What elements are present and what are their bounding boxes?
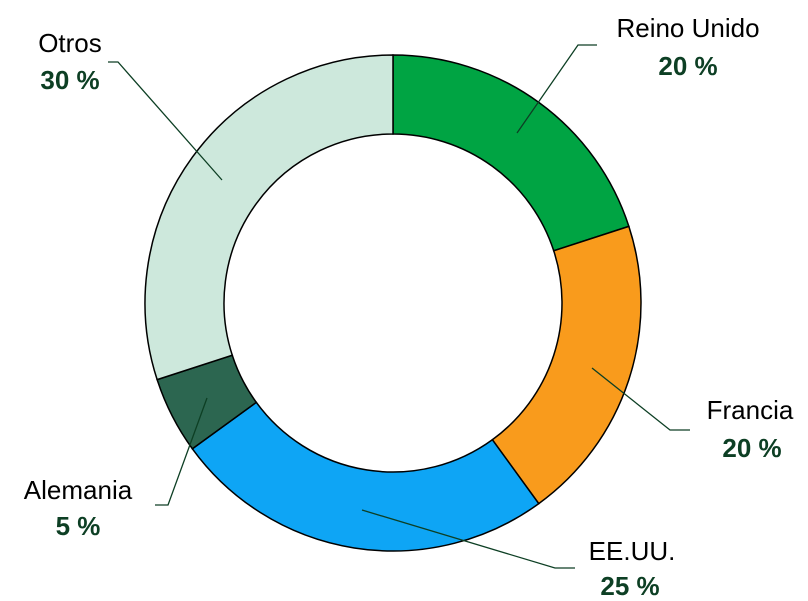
leader-line [361, 509, 575, 569]
leader-line [108, 61, 223, 181]
slice [191, 401, 540, 552]
leader-line [591, 367, 690, 431]
label-name: Otros [38, 28, 102, 58]
leader-line [516, 44, 597, 134]
label-name: Alemania [24, 475, 133, 505]
label-value: 30 % [40, 65, 99, 95]
label-value: 20 % [722, 433, 781, 463]
slice [392, 54, 630, 252]
leader-line [155, 397, 208, 506]
label-name: EE.UU. [589, 536, 676, 566]
label-value: 5 % [56, 511, 101, 541]
label-name: Francia [707, 395, 794, 425]
label-value: 20 % [658, 51, 717, 81]
label-value: 25 % [600, 571, 659, 601]
label-name: Reino Unido [616, 13, 759, 43]
slice [491, 225, 642, 505]
slice [144, 54, 394, 381]
